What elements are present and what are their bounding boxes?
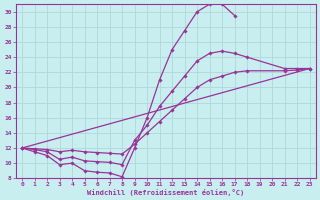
X-axis label: Windchill (Refroidissement éolien,°C): Windchill (Refroidissement éolien,°C) [87, 189, 244, 196]
